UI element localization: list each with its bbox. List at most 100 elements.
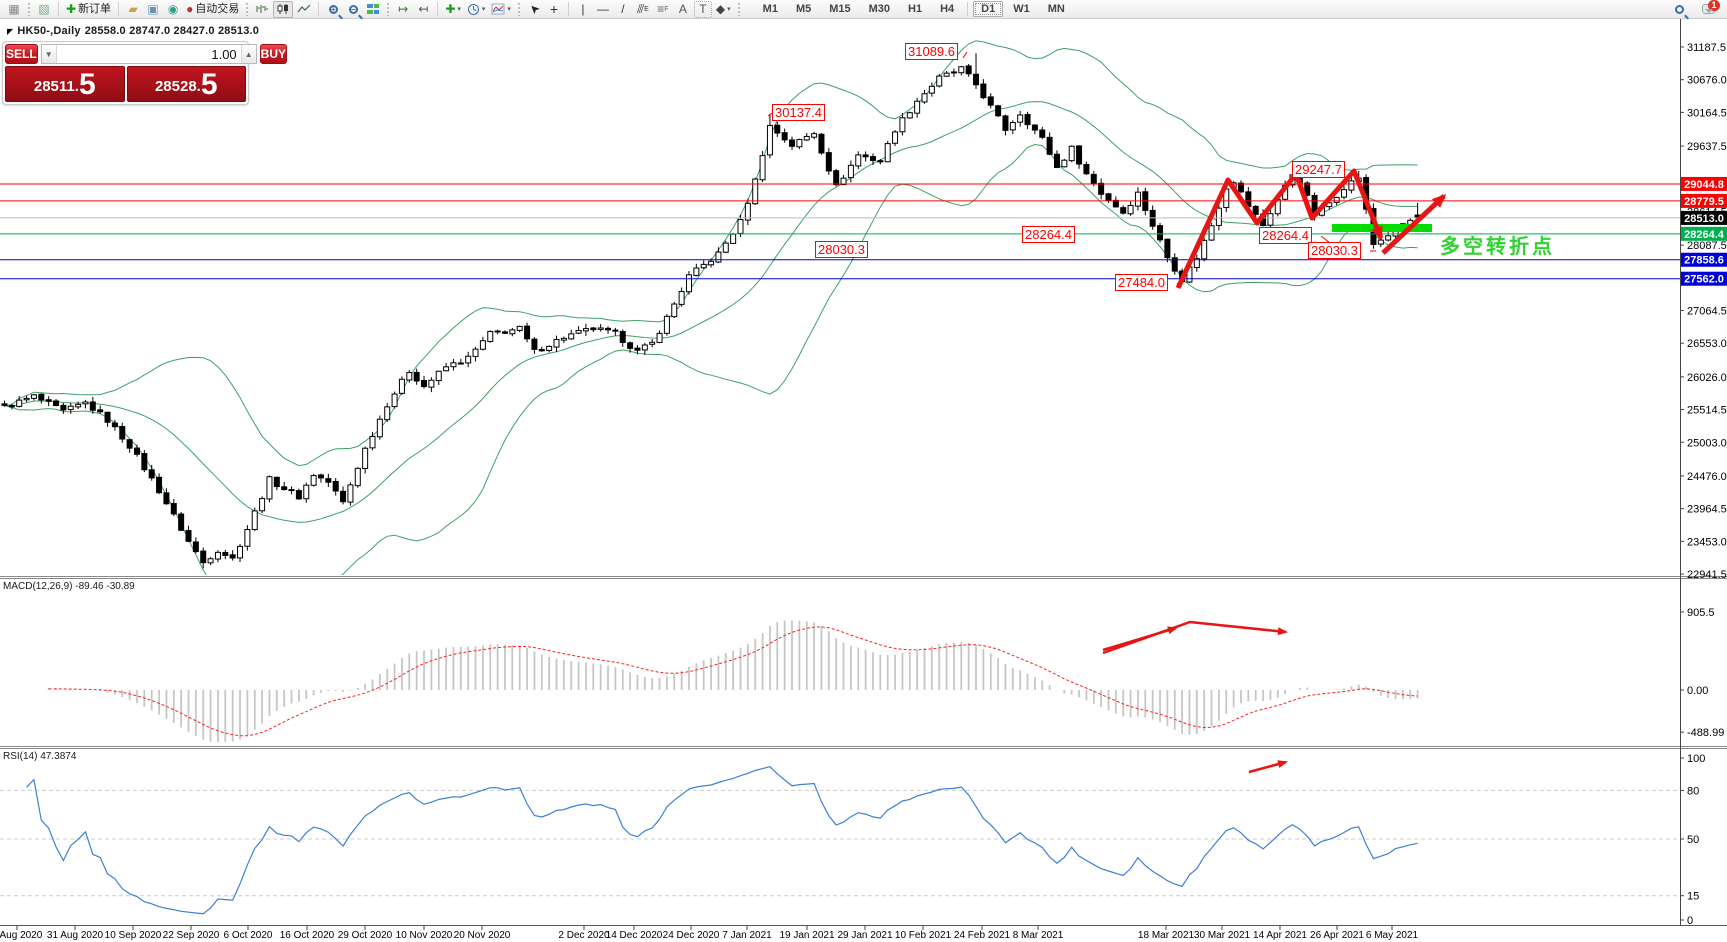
- timeframe-button-mn[interactable]: MN: [1047, 3, 1065, 15]
- date-tick-label: 30 Mar 2021: [1194, 930, 1251, 941]
- vertical-line-tool-icon[interactable]: |: [581, 2, 585, 16]
- callout-leader-line: [767, 112, 773, 117]
- candle-bullish: [207, 558, 214, 564]
- terminal-icon[interactable]: ▣: [147, 2, 159, 16]
- candle-bearish: [789, 139, 796, 147]
- channel-tool-icon[interactable]: ⫻ E: [637, 2, 649, 16]
- candle-bullish: [855, 154, 862, 167]
- candle-bullish: [950, 71, 957, 74]
- macd-panel[interactable]: [47, 620, 1419, 742]
- fibonacci-tool-icon[interactable]: ≡ F: [657, 2, 669, 16]
- line-chart-mode-icon[interactable]: [295, 1, 313, 18]
- price-callout-28264.4[interactable]: 28264.4: [1022, 226, 1075, 243]
- bollinger-middle-line: [4, 101, 1418, 523]
- auto-trading-button[interactable]: ● 自动交易: [184, 1, 241, 18]
- new-chart-icon[interactable]: ✚ ▾: [445, 2, 461, 16]
- buy-button[interactable]: BUY: [259, 44, 288, 64]
- candle-bearish: [295, 490, 302, 500]
- price-callout-29247.7[interactable]: 29247.7: [1292, 161, 1345, 178]
- candle-bullish: [362, 447, 369, 469]
- eraser-icon[interactable]: ▰: [128, 2, 138, 16]
- candle-bullish: [450, 362, 457, 368]
- candle-bullish: [214, 551, 221, 560]
- bid-price[interactable]: 28511. 5: [5, 66, 125, 102]
- price-callout-30137.4[interactable]: 30137.4: [772, 104, 825, 121]
- horizontal-line-tool-icon[interactable]: ―: [596, 2, 609, 16]
- candle-bullish: [847, 164, 854, 179]
- annotation-layer[interactable]: [767, 51, 1447, 774]
- strategy-tester-icon[interactable]: ▧: [38, 2, 50, 16]
- price-callout-27484.0[interactable]: 27484.0: [1115, 274, 1168, 291]
- price-badge-label: 28513.0: [1684, 213, 1724, 225]
- turning-point-annotation[interactable]: 多空转折点: [1440, 236, 1555, 258]
- chart-ohlc: 28558.0 28747.0 28427.0 28513.0: [84, 25, 260, 37]
- candle-bearish: [634, 347, 641, 351]
- candle-bullish: [82, 401, 89, 405]
- candle-bullish: [303, 484, 310, 500]
- candle-bullish: [884, 143, 891, 163]
- period-clock-icon[interactable]: ▾: [465, 1, 488, 18]
- volume-input[interactable]: [56, 45, 241, 63]
- timeframe-button-m1[interactable]: M1: [762, 3, 778, 15]
- volume-decrease-button[interactable]: ▼: [41, 45, 57, 63]
- chat-icon[interactable]: 1: [1699, 0, 1720, 18]
- candle-bullish: [244, 529, 251, 547]
- trendline-tool-icon[interactable]: /: [621, 2, 625, 16]
- timeframe-button-d1[interactable]: D1: [973, 1, 1004, 17]
- date-tick-label: 6 May 2021: [1366, 930, 1419, 941]
- candle-bullish: [1208, 225, 1215, 241]
- signals-icon[interactable]: ◉: [167, 2, 179, 16]
- shapes-tool-icon[interactable]: ◆ ▾: [715, 2, 731, 16]
- volume-stepper: ▼ ▲: [40, 44, 257, 64]
- timeframe-button-m30[interactable]: M30: [868, 3, 891, 15]
- timeframe-button-h4[interactable]: H4: [940, 3, 955, 15]
- price-badge: [1681, 252, 1727, 267]
- macd-trend-arrow[interactable]: [1102, 626, 1178, 652]
- candlestick-mode-icon[interactable]: [273, 0, 294, 18]
- new-order-button[interactable]: ✚ 新订单: [64, 1, 113, 18]
- price-callout-28264.4[interactable]: 28264.4: [1259, 227, 1312, 244]
- candle-bullish: [1215, 207, 1222, 226]
- crosshair-tool-icon[interactable]: +: [549, 1, 559, 17]
- chart-shift-icon[interactable]: ↤: [418, 2, 429, 16]
- candle-bearish: [1120, 207, 1127, 214]
- sell-button[interactable]: SELL: [5, 44, 38, 64]
- search-icon[interactable]: [1670, 1, 1688, 18]
- ask-price[interactable]: 28528. 5: [126, 66, 246, 102]
- timeframe-button-m5[interactable]: M5: [795, 3, 812, 15]
- date-tick-label: 26 Apr 2021: [1310, 930, 1364, 941]
- text-tool-icon[interactable]: A: [678, 2, 687, 16]
- tile-windows-icon[interactable]: [364, 1, 382, 18]
- toolbar-grip: [516, 2, 521, 16]
- support-highlight-bar[interactable]: [1332, 224, 1432, 232]
- candle-bullish: [914, 100, 921, 114]
- bar-chart-mode-icon[interactable]: [253, 1, 271, 18]
- main-price-panel[interactable]: [0, 40, 1680, 604]
- candle-bullish: [1134, 191, 1141, 207]
- zoom-out-icon[interactable]: −: [344, 1, 362, 18]
- price-callout-28030.3[interactable]: 28030.3: [815, 241, 868, 258]
- timeframe-button-h1[interactable]: H1: [908, 3, 923, 15]
- rsi-panel[interactable]: [0, 766, 1680, 915]
- zoom-in-icon[interactable]: +: [324, 1, 342, 18]
- price-callout-31089.6[interactable]: 31089.6: [905, 43, 958, 60]
- macd-trend-arrow[interactable]: [1102, 620, 1288, 655]
- toolbar-separator: [967, 2, 969, 16]
- candle-bearish: [1304, 182, 1311, 196]
- candle-bearish: [1105, 193, 1112, 201]
- volume-increase-button[interactable]: ▲: [240, 45, 256, 63]
- breakout-arrow[interactable]: [1381, 193, 1447, 255]
- text-label-tool-icon[interactable]: T: [693, 0, 712, 18]
- timeframe-button-m15[interactable]: M15: [829, 3, 851, 15]
- timeframe-button-w1[interactable]: W1: [1013, 3, 1030, 15]
- candle-bearish: [1171, 257, 1178, 272]
- candle-bullish: [435, 370, 442, 382]
- candle-bullish: [75, 403, 82, 408]
- auto-scroll-icon[interactable]: ↦: [398, 2, 409, 16]
- indicators-icon[interactable]: ▾: [489, 1, 513, 18]
- chart-window-icon[interactable]: ▦: [8, 2, 20, 16]
- price-callout-28030.3[interactable]: 28030.3: [1308, 242, 1361, 259]
- rsi-trend-arrow[interactable]: [1248, 760, 1288, 774]
